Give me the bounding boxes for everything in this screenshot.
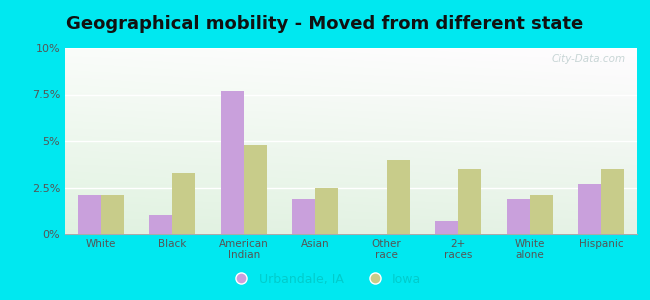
Bar — [507, 199, 530, 234]
Bar — [292, 199, 315, 234]
Bar — [150, 215, 172, 234]
Text: City-Data.com: City-Data.com — [551, 54, 625, 64]
Bar — [578, 184, 601, 234]
Bar — [387, 160, 410, 234]
Legend: Urbandale, IA, Iowa: Urbandale, IA, Iowa — [224, 268, 426, 291]
Bar — [244, 145, 266, 234]
Bar — [458, 169, 481, 234]
Bar — [101, 195, 124, 234]
Bar — [530, 195, 552, 234]
Bar — [172, 172, 195, 234]
Bar — [221, 91, 244, 234]
Bar — [601, 169, 624, 234]
Bar — [78, 195, 101, 234]
Bar — [436, 221, 458, 234]
Text: Geographical mobility - Moved from different state: Geographical mobility - Moved from diffe… — [66, 15, 584, 33]
Bar — [315, 188, 338, 234]
